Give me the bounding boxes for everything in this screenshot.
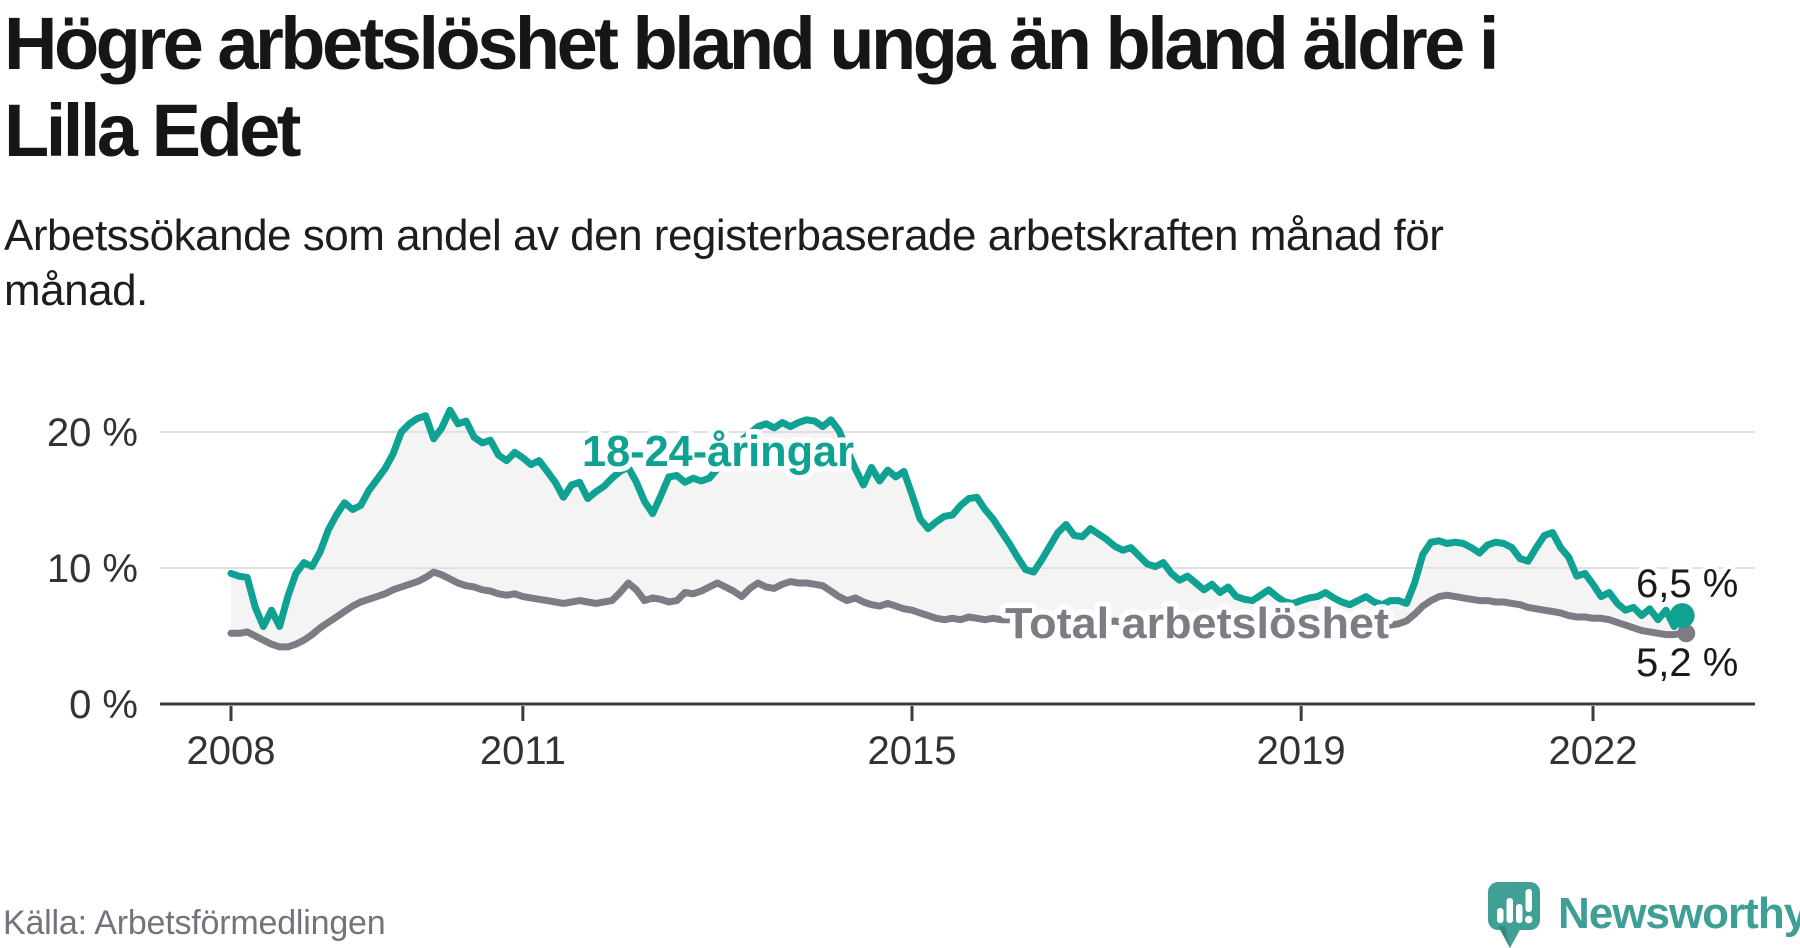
total-series-line [227, 568, 1686, 651]
x-tick-label-2022: 2022 [1549, 729, 1638, 773]
source-note: Källa: Arbetsförmedlingen [3, 904, 386, 942]
y-tick-label-10: 10 % [47, 547, 138, 591]
total-end-value-label: 5,2 % [1636, 641, 1738, 685]
x-tick-label-2019: 2019 [1257, 729, 1346, 773]
newsworthy-logo-icon [1488, 882, 1540, 948]
y-tick-label-20: 20 % [47, 411, 138, 455]
y-tick-label-0: 0 % [69, 683, 138, 727]
page-title: Högre arbetslöshet bland unga än bland ä… [4, 2, 1499, 172]
total-end-dot [1677, 624, 1696, 643]
newsworthy-logo: Newsworthy [1488, 882, 1800, 948]
x-tick-label-2015: 2015 [868, 729, 957, 773]
x-tick-label-2008: 2008 [187, 729, 276, 773]
total-series-label: Total arbetslöshet [1005, 599, 1389, 648]
youth-end-value-label: 6,5 % [1636, 562, 1738, 606]
youth-series-line [227, 406, 1686, 630]
x-tick-label-2011: 2011 [480, 729, 566, 773]
page-subtitle: Arbetssökande som andel av den registerb… [4, 211, 1444, 315]
youth-series-label: 18-24-åringar [582, 427, 854, 476]
youth-end-dot [1669, 603, 1695, 629]
newsworthy-logo-text: Newsworthy [1558, 889, 1800, 938]
band-fill [231, 410, 1683, 647]
